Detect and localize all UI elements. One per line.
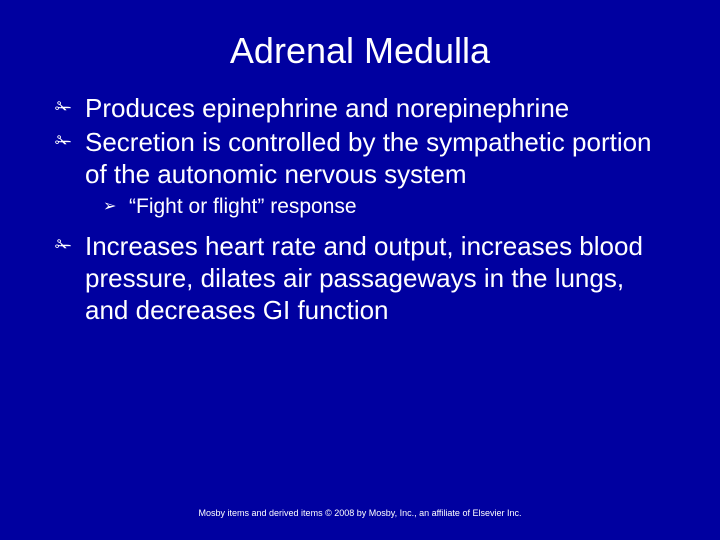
sub-bullet-icon: ➢	[103, 194, 129, 220]
bullet-icon: ✁	[55, 230, 85, 262]
bullet-icon: ✁	[55, 126, 85, 158]
bullet-icon: ✁	[55, 92, 85, 124]
slide-title: Adrenal Medulla	[0, 0, 720, 92]
bullet-text: Increases heart rate and output, increas…	[85, 230, 670, 326]
bullet-item: ✁ Increases heart rate and output, incre…	[55, 230, 670, 326]
sub-bullet-text: “Fight or flight” response	[129, 194, 670, 220]
bullet-text: Produces epinephrine and norepinephrine	[85, 92, 670, 124]
sub-bullet-item: ➢ “Fight or flight” response	[103, 194, 670, 220]
copyright-footer: Mosby items and derived items © 2008 by …	[0, 508, 720, 518]
bullet-item: ✁ Produces epinephrine and norepinephrin…	[55, 92, 670, 124]
bullet-text: Secretion is controlled by the sympathet…	[85, 126, 670, 190]
bullet-item: ✁ Secretion is controlled by the sympath…	[55, 126, 670, 190]
slide-content: ✁ Produces epinephrine and norepinephrin…	[0, 92, 720, 326]
